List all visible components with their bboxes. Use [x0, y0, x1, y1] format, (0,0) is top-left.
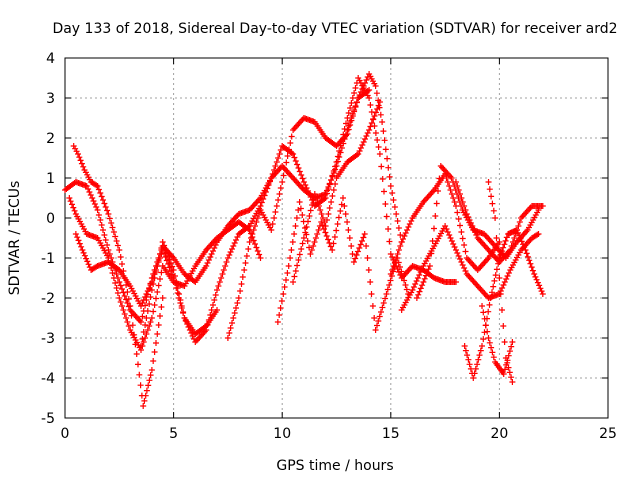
- series-track-6: [224, 71, 405, 341]
- data-point-markers: [452, 179, 546, 265]
- y-tick-label: 1: [46, 171, 55, 187]
- axis-ticks: [64, 57, 609, 419]
- data-point-markers: [70, 143, 166, 409]
- series-track-12: [452, 179, 546, 265]
- data-point-markers: [479, 303, 516, 377]
- data-point-markers: [72, 231, 220, 337]
- series-track-14: [485, 179, 516, 385]
- series-track-9: [387, 171, 503, 277]
- data-point-markers: [485, 179, 516, 385]
- x-tick-label: 0: [61, 426, 70, 442]
- y-tick-label: -5: [41, 411, 55, 427]
- data-point-markers: [290, 99, 383, 285]
- data-point-markers: [224, 71, 405, 341]
- series-track-4: [72, 231, 220, 337]
- y-tick-label: -2: [41, 291, 55, 307]
- x-tick-label: 5: [169, 426, 178, 442]
- plot-frame: [64, 57, 609, 419]
- x-axis-label: GPS time / hours: [276, 458, 393, 474]
- y-axis-label: SDTVAR / TECUs: [7, 181, 23, 296]
- x-tick-label: 20: [490, 426, 508, 442]
- y-tick-label: 4: [46, 51, 55, 67]
- grid-lines: [65, 58, 608, 418]
- y-tick-label: 2: [46, 131, 55, 147]
- y-tick-label: -1: [41, 251, 55, 267]
- plot-area: [62, 71, 546, 409]
- series-track-3: [70, 143, 166, 409]
- y-tick-label: 0: [46, 211, 55, 227]
- data-point-markers: [387, 171, 503, 277]
- chart-title: Day 133 of 2018, Sidereal Day-to-day VTE…: [52, 21, 617, 37]
- x-tick-label: 10: [273, 426, 291, 442]
- series-track-15: [479, 303, 516, 377]
- x-tick-label: 15: [382, 426, 400, 442]
- x-tick-labels: 0 5 10 15 20 25: [61, 426, 617, 442]
- series-track-8: [290, 99, 383, 285]
- y-tick-label: -4: [41, 371, 55, 387]
- y-tick-labels: -5 -4 -3 -2 -1 0 1 2 3 4: [41, 51, 55, 427]
- x-tick-label: 25: [599, 426, 617, 442]
- y-tick-label: -3: [41, 331, 55, 347]
- y-tick-label: 3: [46, 91, 55, 107]
